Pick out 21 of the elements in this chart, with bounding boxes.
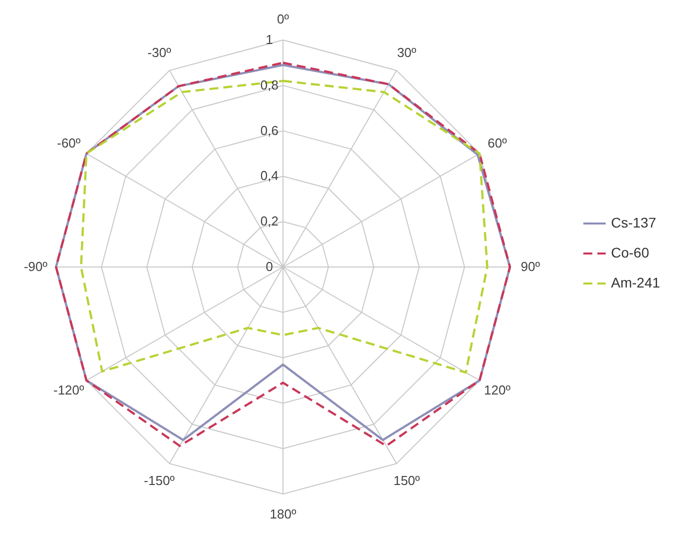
- legend-label: Co-60: [611, 244, 650, 260]
- spoke-label: -90º: [24, 259, 48, 274]
- spoke-label: -30º: [148, 44, 172, 60]
- spoke-label: 180º: [270, 506, 296, 522]
- spoke-label: 60º: [488, 135, 508, 150]
- spoke-label: 30º: [397, 44, 417, 60]
- spoke-label: -120º: [53, 382, 84, 398]
- y-tick-label: 0,8: [260, 77, 278, 92]
- y-tick-label: 1: [266, 32, 273, 48]
- legend-label: Am-241: [611, 274, 660, 290]
- spoke-label: 90º: [520, 259, 540, 274]
- spoke-label: -150º: [144, 473, 175, 488]
- spoke-label: -60º: [56, 135, 81, 150]
- spoke-label: 150º: [393, 473, 420, 488]
- spoke-label: 120º: [484, 382, 511, 398]
- y-tick-label: 0: [266, 259, 273, 274]
- spoke-label: 0º: [277, 12, 290, 27]
- y-tick-label: 0,6: [260, 122, 278, 138]
- y-tick-label: 0,4: [260, 168, 278, 184]
- legend-label: Cs-137: [611, 214, 656, 230]
- y-tick-label: 0,2: [260, 214, 278, 229]
